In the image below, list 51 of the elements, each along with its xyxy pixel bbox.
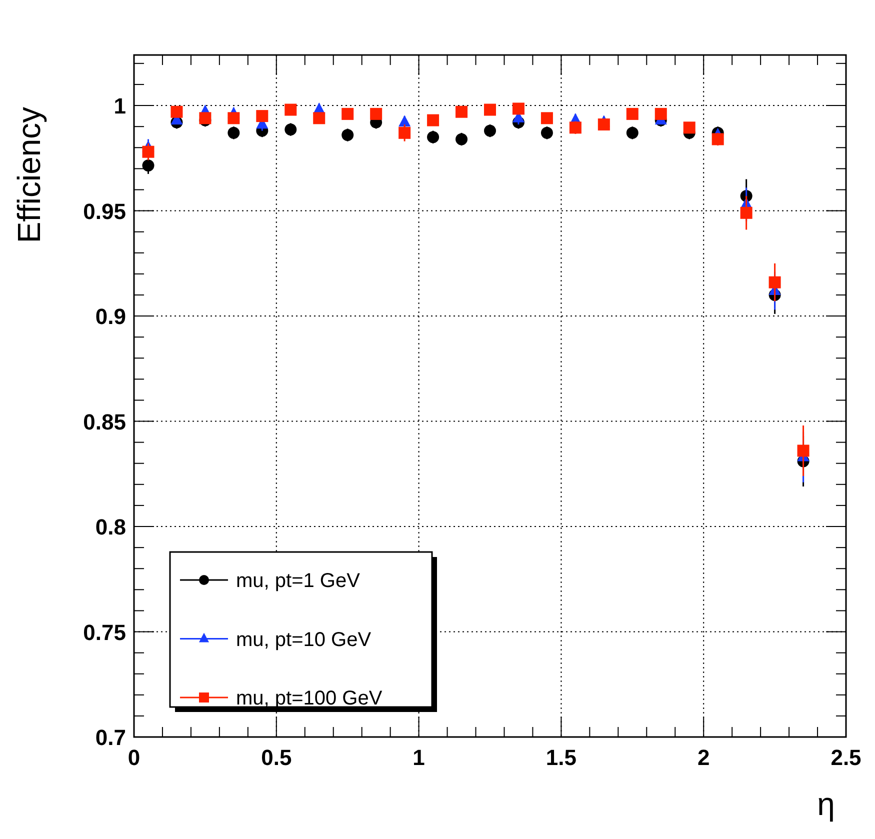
point bbox=[484, 104, 496, 116]
point bbox=[256, 110, 268, 122]
point bbox=[626, 126, 638, 139]
point bbox=[342, 108, 354, 120]
point bbox=[484, 124, 496, 137]
legend-label: mu, pt=10 GeV bbox=[236, 628, 372, 651]
y-tick-label: 1 bbox=[114, 94, 126, 119]
point bbox=[456, 133, 468, 146]
point bbox=[228, 112, 240, 124]
y-tick-label: 0.8 bbox=[95, 514, 126, 540]
point bbox=[370, 108, 382, 120]
point bbox=[142, 160, 154, 172]
point bbox=[569, 122, 582, 134]
point bbox=[142, 146, 154, 158]
point bbox=[598, 118, 610, 130]
legend-label: mu, pt=100 GeV bbox=[236, 688, 383, 710]
point bbox=[456, 106, 468, 118]
point bbox=[427, 114, 440, 126]
point bbox=[228, 126, 240, 139]
x-tick-label: 2 bbox=[697, 745, 710, 770]
x-tick-label: 2.5 bbox=[830, 745, 862, 770]
point bbox=[712, 133, 724, 146]
point bbox=[740, 206, 752, 219]
point bbox=[654, 108, 667, 120]
x-axis-title: η bbox=[817, 786, 835, 822]
point bbox=[284, 124, 297, 136]
point bbox=[313, 112, 326, 124]
point bbox=[342, 128, 354, 141]
legend-label: mu, pt=1 GeV bbox=[236, 570, 361, 592]
point bbox=[626, 108, 638, 120]
point bbox=[427, 131, 440, 144]
y-tick-label: 0.85 bbox=[83, 409, 126, 434]
x-tick-label: 0.5 bbox=[261, 745, 292, 770]
point bbox=[398, 126, 411, 139]
point bbox=[398, 115, 411, 127]
x-tick-label: 0 bbox=[128, 745, 140, 770]
point bbox=[540, 112, 553, 124]
y-tick-label: 0.9 bbox=[95, 304, 126, 330]
point bbox=[170, 106, 183, 118]
y-axis-title: Efficiency bbox=[11, 106, 47, 244]
point bbox=[284, 104, 297, 116]
point bbox=[540, 126, 553, 139]
x-tick-label: 1.5 bbox=[546, 745, 576, 770]
point bbox=[768, 276, 781, 288]
y-tick-label: 0.95 bbox=[83, 198, 126, 224]
y-tick-label: 0.7 bbox=[95, 725, 126, 750]
y-tick-label: 0.75 bbox=[83, 620, 126, 645]
point bbox=[683, 122, 696, 134]
point bbox=[797, 444, 810, 457]
x-tick-label: 1 bbox=[412, 745, 425, 770]
point bbox=[512, 102, 524, 115]
